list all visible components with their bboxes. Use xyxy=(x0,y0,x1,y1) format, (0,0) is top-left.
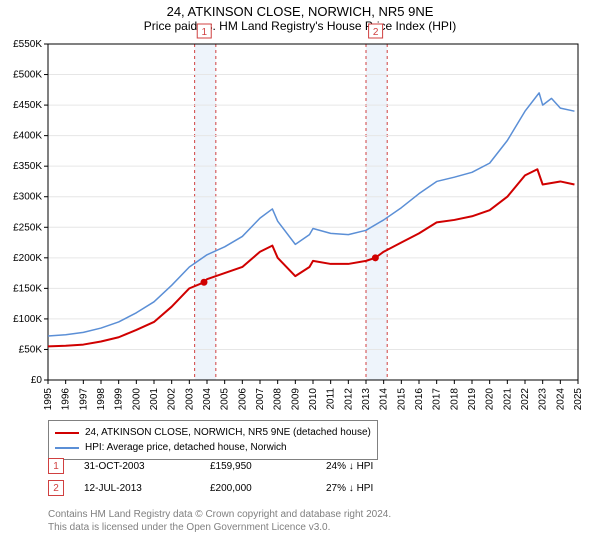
svg-text:2014: 2014 xyxy=(379,388,390,411)
sale-price: £200,000 xyxy=(210,483,320,494)
sale-date: 12-JUL-2013 xyxy=(84,483,204,494)
svg-text:2004: 2004 xyxy=(202,388,213,411)
svg-text:2006: 2006 xyxy=(237,388,248,411)
svg-text:2021: 2021 xyxy=(502,388,513,411)
svg-text:£250K: £250K xyxy=(13,222,42,233)
svg-text:1: 1 xyxy=(201,27,207,38)
svg-text:1999: 1999 xyxy=(114,388,125,411)
svg-text:2023: 2023 xyxy=(538,388,549,411)
svg-text:£400K: £400K xyxy=(13,131,42,142)
svg-text:£300K: £300K xyxy=(13,192,42,203)
legend-label: 24, ATKINSON CLOSE, NORWICH, NR5 9NE (de… xyxy=(85,425,371,440)
sale-marker: 2 xyxy=(48,480,64,496)
svg-text:£150K: £150K xyxy=(13,283,42,294)
sale-row: 1 31-OCT-2003 £159,950 24% ↓ HPI xyxy=(48,458,373,474)
svg-text:2000: 2000 xyxy=(131,388,142,411)
svg-text:2002: 2002 xyxy=(167,388,178,411)
svg-text:2: 2 xyxy=(373,27,379,38)
price-chart: £0 £50K £100K £150K £200K £250K £300K £350K £400… xyxy=(0,0,600,424)
sale-marker: 1 xyxy=(48,458,64,474)
legend-item: 24, ATKINSON CLOSE, NORWICH, NR5 9NE (de… xyxy=(55,425,371,440)
legend-swatch xyxy=(55,432,79,434)
svg-text:2011: 2011 xyxy=(326,388,337,410)
svg-text:2017: 2017 xyxy=(432,388,443,411)
sale-delta: 27% ↓ HPI xyxy=(326,483,373,494)
svg-text:2007: 2007 xyxy=(255,388,266,411)
svg-text:2001: 2001 xyxy=(149,388,160,411)
svg-text:1995: 1995 xyxy=(43,388,54,411)
sale-price: £159,950 xyxy=(210,461,320,472)
svg-text:2019: 2019 xyxy=(467,388,478,411)
svg-text:2018: 2018 xyxy=(449,388,460,411)
svg-text:2016: 2016 xyxy=(414,388,425,411)
svg-text:1998: 1998 xyxy=(96,388,107,411)
chart-legend: 24, ATKINSON CLOSE, NORWICH, NR5 9NE (de… xyxy=(48,420,378,460)
copyright-line-2: This data is licensed under the Open Gov… xyxy=(48,521,391,534)
sale-delta: 24% ↓ HPI xyxy=(326,461,373,472)
svg-text:2024: 2024 xyxy=(555,388,566,411)
legend-label: HPI: Average price, detached house, Norw… xyxy=(85,440,287,455)
svg-text:2010: 2010 xyxy=(308,388,319,411)
svg-text:£50K: £50K xyxy=(19,344,43,355)
svg-text:2005: 2005 xyxy=(220,388,231,411)
svg-text:2022: 2022 xyxy=(520,388,531,411)
svg-text:£200K: £200K xyxy=(13,253,42,264)
svg-text:2025: 2025 xyxy=(573,388,584,411)
svg-text:£100K: £100K xyxy=(13,314,42,325)
svg-text:£0: £0 xyxy=(31,375,43,386)
svg-text:2008: 2008 xyxy=(273,388,284,411)
sale-row: 2 12-JUL-2013 £200,000 27% ↓ HPI xyxy=(48,480,373,496)
copyright-line-1: Contains HM Land Registry data © Crown c… xyxy=(48,508,391,521)
svg-text:£350K: £350K xyxy=(13,161,42,172)
svg-text:£550K: £550K xyxy=(13,39,42,50)
svg-text:2009: 2009 xyxy=(290,388,301,411)
svg-text:1996: 1996 xyxy=(61,388,72,411)
copyright-notice: Contains HM Land Registry data © Crown c… xyxy=(48,508,391,534)
svg-text:£450K: £450K xyxy=(13,100,42,111)
legend-swatch xyxy=(55,447,79,449)
svg-text:1997: 1997 xyxy=(78,388,89,411)
svg-text:2012: 2012 xyxy=(343,388,354,411)
svg-text:2003: 2003 xyxy=(184,388,195,411)
svg-text:2013: 2013 xyxy=(361,388,372,411)
svg-text:2020: 2020 xyxy=(485,388,496,411)
sale-date: 31-OCT-2003 xyxy=(84,461,204,472)
svg-text:£500K: £500K xyxy=(13,70,42,81)
svg-text:2015: 2015 xyxy=(396,388,407,411)
legend-item: HPI: Average price, detached house, Norw… xyxy=(55,440,371,455)
